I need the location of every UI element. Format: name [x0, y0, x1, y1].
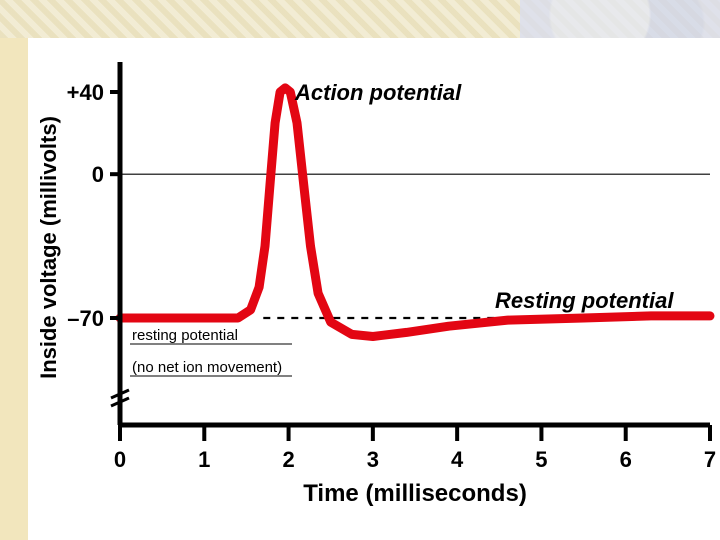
- x-tick-label: 2: [282, 447, 294, 472]
- y-tick-label: –70: [67, 306, 104, 331]
- annotation-action-potential: Action potential: [294, 80, 462, 105]
- action-potential-chart: 0 1 2 3 4 5 6 7 –70 0 +40 Time (milliseconds) Ins…: [0, 0, 720, 540]
- annotation-resting-small: resting potential: [132, 327, 238, 344]
- x-tick-label: 7: [704, 447, 716, 472]
- x-tick-label: 3: [367, 447, 379, 472]
- annotation-no-net-ion: (no net ion movement): [132, 359, 282, 376]
- y-axis-label: Inside voltage (millivolts): [36, 116, 61, 379]
- x-tick-label: 6: [620, 447, 632, 472]
- annotation-resting-potential: Resting potential: [495, 288, 674, 313]
- x-tick-label: 1: [198, 447, 210, 472]
- y-tick-labels: –70 0 +40: [67, 80, 104, 331]
- y-tick-label: +40: [67, 80, 104, 105]
- x-axis-label: Time (milliseconds): [303, 480, 527, 507]
- x-tick-labels: 0 1 2 3 4 5 6 7: [114, 447, 716, 472]
- y-tick-label: 0: [92, 162, 104, 187]
- x-tick-label: 5: [535, 447, 547, 472]
- x-tick-label: 4: [451, 447, 464, 472]
- x-tick-label: 0: [114, 447, 126, 472]
- page-root: 0 1 2 3 4 5 6 7 –70 0 +40 Time (milliseconds) Ins…: [0, 0, 720, 540]
